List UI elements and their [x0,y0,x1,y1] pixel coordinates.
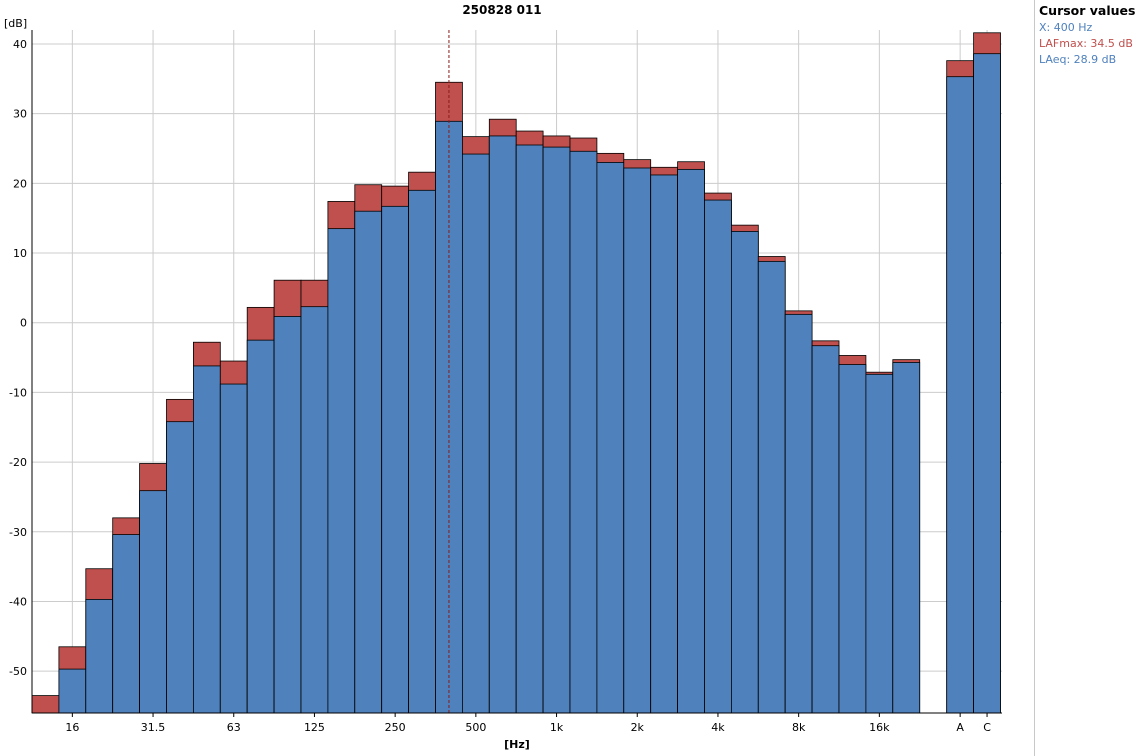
x-tick-label: 16k [869,721,890,734]
bar-laeq[interactable] [219,383,248,714]
y-tick-labels: 40 30 20 10 0 -10 -20 -30 -40 -50 [9,38,27,678]
x-tick-label: 1k [550,721,564,734]
bar-laeq[interactable] [677,168,705,714]
cursor-laeq-value: LAeq: 28.9 dB [1039,53,1117,66]
x-tick-label: C [983,721,991,734]
bar-laeq[interactable] [946,76,975,714]
bar-laeq[interactable] [892,362,921,714]
bar-laeq[interactable] [166,421,194,714]
bar-laeq[interactable] [354,210,383,714]
y-tick-label: -40 [9,595,27,608]
bar-laeq[interactable] [542,146,571,714]
x-tick-label: 16 [65,721,79,734]
bar-laeq[interactable] [381,205,410,714]
bar-laeq[interactable] [327,228,356,714]
bar-laeq[interactable] [408,189,436,714]
x-tick-label: A [956,721,964,734]
x-tick-label: 500 [465,721,486,734]
axes [31,30,1002,717]
x-tick-label: 31.5 [141,721,166,734]
y-tick-label: 0 [20,317,27,330]
cursor-lafmax-value: LAFmax: 34.5 dB [1039,37,1133,50]
y-tick-label: 40 [13,38,27,51]
bar-lafmax[interactable] [31,695,60,714]
bar-laeq[interactable] [273,316,302,714]
x-tick-label: 4k [711,721,725,734]
y-tick-label: 20 [13,177,27,190]
bar-laeq[interactable] [300,306,329,714]
bar-laeq[interactable] [461,153,490,714]
y-axis-label: [dB] [4,17,27,30]
bar-laeq[interactable] [246,339,275,714]
x-axis-label: [Hz] [504,738,530,751]
bar-laeq[interactable] [192,365,221,714]
x-tick-label: 63 [227,721,241,734]
bar-laeq[interactable] [811,345,840,714]
y-tick-label: -30 [9,526,27,539]
y-tick-label: 30 [13,108,27,121]
x-tick-label: 250 [385,721,406,734]
bar-laeq[interactable] [596,162,625,714]
bar-laeq[interactable] [623,167,652,714]
y-tick-label: -50 [9,665,27,678]
x-tick-labels: 16 31.5 63 125 250 500 1k 2k 4k 8k 16k A C [65,721,991,734]
bar-laeq[interactable] [838,364,867,714]
bar-laeq[interactable] [569,150,598,714]
bar-laeq[interactable] [784,313,813,714]
bar-laeq[interactable] [488,135,517,714]
cursor-x-value: X: 400 Hz [1039,21,1093,34]
bar-laeq[interactable] [85,598,114,714]
cursor-values-title: Cursor values [1039,3,1136,18]
spectrum-chart[interactable]: 250828 011 [dB] [Hz] 40 30 20 10 0 -10 -20 -30 -… [0,0,1034,756]
bars [31,32,1001,714]
x-tick-label: 2k [631,721,645,734]
bar-laeq[interactable] [973,53,1001,714]
cursor-values-panel: Cursor values X: 400 Hz LAFmax: 34.5 dB … [1034,0,1138,756]
y-tick-label: -20 [9,456,27,469]
y-tick-label: 10 [13,247,27,260]
y-tick-label: -10 [9,386,27,399]
x-tick-label: 8k [792,721,806,734]
bar-laeq[interactable] [58,668,87,714]
bar-laeq[interactable] [731,231,759,714]
bar-laeq[interactable] [515,144,544,714]
chart-title: 250828 011 [462,3,541,17]
bar-laeq[interactable] [112,534,140,714]
bar-laeq[interactable] [704,199,732,714]
bar-laeq[interactable] [139,490,167,714]
x-tick-label: 125 [304,721,325,734]
bar-laeq[interactable] [650,174,679,714]
bar-laeq[interactable] [757,260,786,714]
bar-laeq[interactable] [865,373,894,714]
